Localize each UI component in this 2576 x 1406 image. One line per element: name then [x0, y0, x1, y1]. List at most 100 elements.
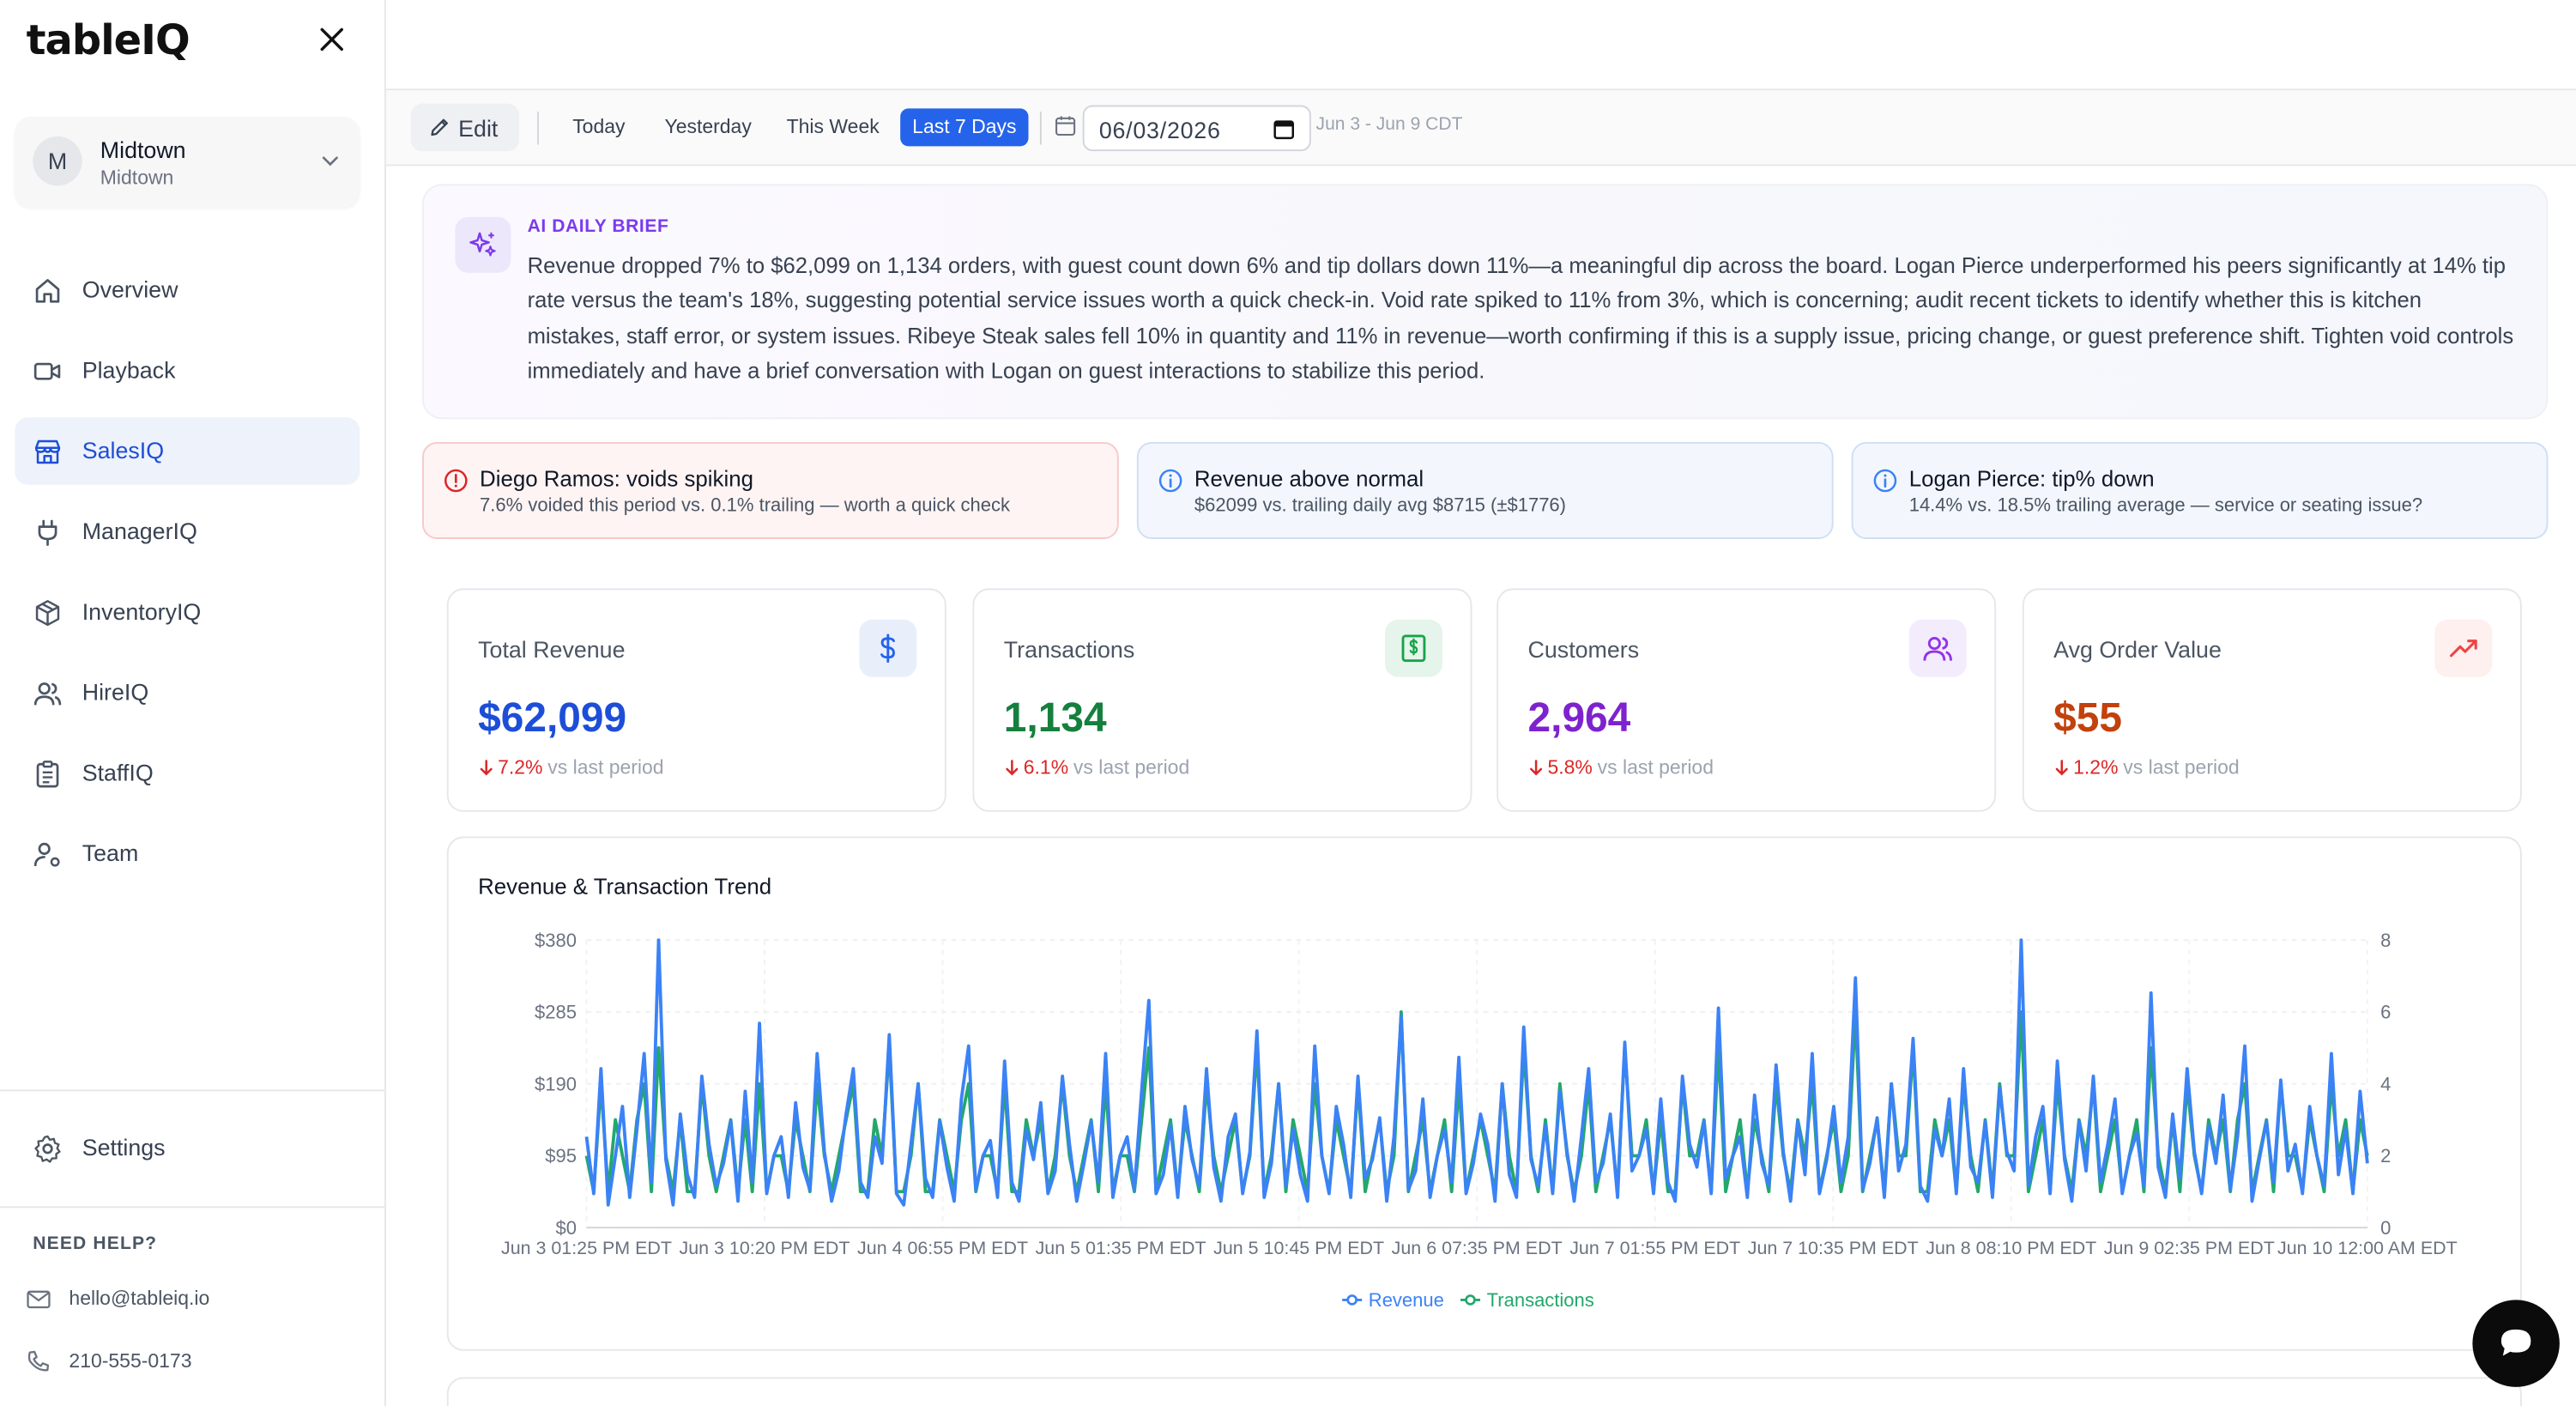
pencil-icon [431, 118, 448, 136]
location-selector[interactable]: M Midtown Midtown [15, 116, 360, 208]
date-range-label: Jun 3 - Jun 9 CDT [1315, 115, 1463, 135]
x-tick-label: Jun 4 06:55 PM EDT [857, 1238, 1028, 1258]
location-name: Midtown [100, 136, 186, 163]
sidebar-item-inventoryiq[interactable]: InventoryIQ [15, 579, 360, 645]
receipt-icon [1384, 619, 1442, 677]
x-tick-label: Jun 5 10:45 PM EDT [1213, 1238, 1384, 1258]
next-card [446, 1377, 2522, 1406]
kpi-label: Customers [1527, 635, 1640, 663]
sidebar-item-label: StaffIQ [82, 759, 154, 786]
alert-voids-spiking[interactable]: Diego Ramos: voids spiking 7.6% voided t… [422, 442, 1119, 539]
sidebar-item-label: HireIQ [82, 678, 149, 706]
range-today-button[interactable]: Today [572, 115, 626, 138]
alert-title: Logan Pierce: tip% down [1908, 466, 2155, 492]
sidebar-item-label: Team [82, 839, 139, 866]
y-left-tick-label: $380 [535, 930, 577, 951]
home-icon [35, 279, 60, 303]
alert-circle-icon [444, 469, 468, 493]
calendar-picker-icon[interactable] [1273, 118, 1295, 140]
kpi-delta: 7.2% vs last period [478, 755, 664, 779]
mail-icon [27, 1290, 51, 1309]
sidebar-item-label: Playback [82, 356, 176, 384]
kpi-avg-order-value: Avg Order Value $55 1.2% vs last period [2022, 588, 2522, 812]
y-left-tick-label: $0 [556, 1217, 577, 1239]
location-avatar: M [33, 136, 82, 186]
sidebar-divider [0, 1089, 385, 1092]
alert-subtitle: $62099 vs. trailing daily avg $8715 (±$1… [1194, 496, 1567, 517]
y-right-tick-label: 0 [2380, 1217, 2391, 1239]
brief-text: Revenue dropped 7% to $62,099 on 1,134 o… [527, 252, 2514, 383]
legend-marker [1465, 1294, 1476, 1306]
sidebar-item-team[interactable]: Team [15, 820, 360, 887]
kpi-total-revenue: Total Revenue $62,099 7.2% vs last period [446, 588, 946, 812]
edit-button[interactable]: Edit [410, 103, 519, 152]
x-tick-label: Jun 3 01:25 PM EDT [501, 1238, 672, 1258]
sidebar: tableIQ M Midtown Midtown Overview Playb… [0, 0, 386, 1406]
range-last-7-days-button[interactable]: Last 7 Days [900, 108, 1029, 147]
y-left-tick-label: $95 [545, 1145, 577, 1167]
kpi-delta: 5.8% vs last period [1528, 756, 1714, 779]
alert-title: Diego Ramos: voids spiking [480, 466, 753, 492]
close-icon [320, 27, 343, 52]
date-input[interactable]: 06/03/2026 [1082, 105, 1311, 152]
close-sidebar-button[interactable] [316, 23, 348, 56]
alert-tip-down[interactable]: Logan Pierce: tip% down 14.4% vs. 18.5% … [1851, 442, 2549, 539]
sidebar-item-label: ManagerIQ [82, 518, 197, 544]
top-header [385, 0, 2576, 91]
kpi-delta-pct: 6.1% [1023, 755, 1069, 779]
arrow-down-icon [480, 760, 493, 776]
ai-daily-brief: AI DAILY BRIEF Revenue dropped 7% to $62… [422, 184, 2549, 420]
x-tick-label: Jun 7 10:35 PM EDT [1748, 1238, 1919, 1258]
sidebar-item-label: SalesIQ [82, 437, 165, 464]
sidebar-item-manageriq[interactable]: ManagerIQ [15, 498, 360, 565]
revenue-transaction-chart: $380 $285 $190 $95 $0 8 6 4 2 0 Jun 3 01:25 PM EDT… [446, 836, 2522, 1351]
kpi-delta-vs: vs last period [1073, 755, 1190, 779]
kpi-value: $62,099 [478, 694, 627, 742]
sidebar-item-settings[interactable]: Settings [15, 1114, 360, 1181]
kpi-delta-pct: 7.2% [498, 755, 543, 779]
x-tick-label: Jun 7 01:55 PM EDT [1569, 1238, 1740, 1258]
x-tick-label: Jun 3 10:20 PM EDT [680, 1238, 850, 1258]
kpi-delta-vs: vs last period [547, 755, 664, 779]
alert-revenue-above-normal[interactable]: Revenue above normal $62099 vs. trailing… [1136, 442, 1834, 539]
kpi-label: Total Revenue [478, 635, 626, 663]
trending-up-icon [2434, 619, 2493, 677]
sidebar-item-playback[interactable]: Playback [15, 336, 360, 403]
date-toolbar: Edit Today Yesterday This Week Last 7 Da… [385, 90, 2576, 167]
series-line-revenue [584, 938, 2369, 1207]
sidebar-item-staffiq[interactable]: StaffIQ [15, 740, 360, 807]
y-left-tick-label: $190 [535, 1073, 577, 1094]
kpi-delta-pct: 5.8% [1547, 755, 1593, 779]
y-right-tick-label: 6 [2380, 1002, 2391, 1023]
video-icon [33, 362, 61, 380]
sidebar-item-hireiq[interactable]: HireIQ [15, 659, 360, 726]
chart-svg: $380 $285 $190 $95 $0 8 6 4 2 0 Jun 3 01:25 PM EDT… [501, 930, 2458, 1311]
x-tick-label: Jun 8 08:10 PM EDT [1926, 1238, 2096, 1258]
x-tick-label: Jun 6 07:35 PM EDT [1392, 1238, 1563, 1258]
chevron-down-icon [322, 156, 338, 167]
edit-label: Edit [458, 115, 499, 142]
y-right-tick-label: 4 [2380, 1073, 2391, 1094]
gear-icon [34, 1135, 61, 1163]
legend-label: Revenue [1369, 1289, 1444, 1311]
kpi-value: $55 [2053, 694, 2123, 742]
kpi-delta-vs: vs last period [2123, 755, 2240, 779]
kpi-delta: 6.1% vs last period [1004, 756, 1189, 779]
users-icon [33, 682, 62, 706]
info-icon [1873, 469, 1897, 493]
arrow-down-icon [1530, 760, 1543, 776]
sidebar-divider [0, 1206, 385, 1209]
sparkles-icon [455, 216, 511, 273]
range-this-week-button[interactable]: This Week [786, 115, 880, 138]
sidebar-item-overview[interactable]: Overview [15, 257, 360, 324]
kpi-delta: 1.2% vs last period [2053, 755, 2240, 779]
kpi-transactions: Transactions 1,134 6.1% vs last period [972, 588, 1472, 812]
store-icon [34, 439, 61, 464]
chat-bubble-icon [2500, 1329, 2531, 1356]
range-yesterday-button[interactable]: Yesterday [664, 115, 752, 138]
sidebar-item-salesiq[interactable]: SalesIQ [15, 417, 360, 485]
brief-title: AI DAILY BRIEF [527, 216, 669, 237]
x-tick-label: Jun 10 12:00 AM EDT [2277, 1238, 2458, 1258]
chat-button[interactable] [2472, 1300, 2560, 1387]
app-logo[interactable]: tableIQ [26, 16, 190, 64]
